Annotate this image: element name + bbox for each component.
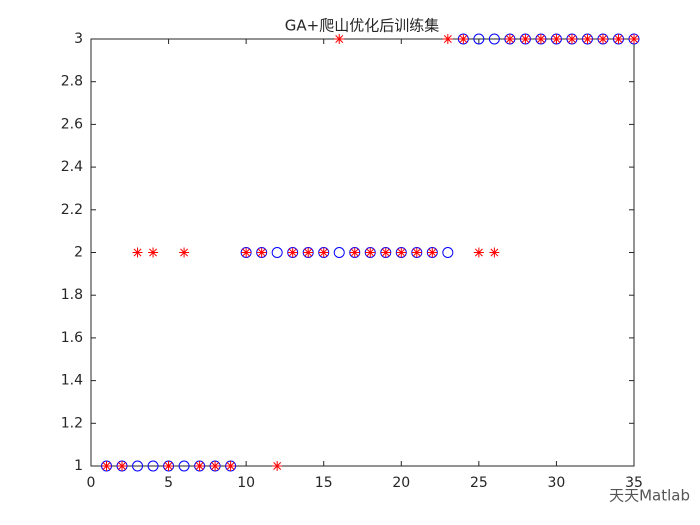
marker-star	[613, 34, 624, 44]
marker-star	[318, 247, 329, 258]
marker-star	[303, 247, 314, 258]
x-tick-label: 30	[548, 475, 566, 491]
x-tick-label: 25	[470, 475, 488, 491]
marker-star	[411, 247, 422, 258]
y-tick-label: 2.8	[61, 74, 83, 90]
y-tick-label: 3	[74, 31, 83, 47]
marker-star	[272, 461, 283, 471]
marker-star	[334, 34, 345, 44]
chart-title: GA+爬山优化后训练集	[285, 17, 439, 35]
marker-circle	[271, 247, 283, 258]
watermark: 天天Matlab	[609, 487, 690, 505]
marker-star	[148, 247, 159, 258]
marker-circle	[442, 247, 454, 258]
marker-star	[101, 461, 112, 471]
x-tick-label: 5	[164, 475, 173, 491]
marker-star	[132, 247, 143, 258]
marker-star	[458, 34, 469, 44]
marker-star	[163, 461, 174, 471]
y-tick-label: 1.8	[61, 287, 83, 303]
marker-star	[489, 247, 500, 258]
marker-circle	[147, 460, 159, 472]
marker-star	[380, 247, 391, 258]
marker-star	[473, 247, 484, 258]
marker-star	[629, 34, 639, 44]
marker-star	[582, 34, 593, 44]
y-tick-label: 1	[74, 458, 83, 474]
marker-star	[225, 461, 236, 471]
marker-star	[597, 34, 608, 44]
y-tick-label: 2.4	[61, 159, 83, 175]
y-tick-label: 2.2	[61, 202, 83, 218]
marker-circle	[178, 460, 190, 472]
marker-star	[396, 247, 407, 258]
marker-star	[566, 34, 577, 44]
marker-star	[287, 247, 298, 258]
marker-star	[241, 247, 252, 258]
y-tick-label: 1.4	[61, 373, 83, 389]
marker-circle	[488, 33, 500, 45]
marker-circle	[132, 460, 144, 472]
marker-star	[520, 34, 531, 44]
marker-star	[504, 34, 515, 44]
marker-star	[551, 34, 562, 44]
marker-star	[256, 247, 267, 258]
marker-star	[349, 247, 360, 258]
marker-star	[365, 247, 376, 258]
marker-star	[210, 461, 221, 471]
y-tick-label: 2	[74, 245, 83, 261]
marker-circle	[333, 247, 345, 258]
marker-star	[535, 34, 546, 44]
y-tick-label: 2.6	[61, 116, 83, 132]
marker-star	[427, 247, 438, 258]
marker-star	[442, 34, 453, 44]
x-tick-label: 35	[625, 475, 643, 491]
y-tick-label: 1.6	[61, 330, 83, 346]
y-tick-label: 1.2	[61, 415, 83, 431]
x-tick-label: 0	[87, 475, 96, 491]
x-tick-label: 15	[315, 475, 333, 491]
marker-star	[117, 461, 128, 471]
marker-star	[179, 247, 190, 258]
marker-star	[194, 461, 205, 471]
x-tick-label: 20	[392, 475, 410, 491]
x-tick-label: 10	[237, 475, 255, 491]
marker-circle	[473, 33, 485, 45]
